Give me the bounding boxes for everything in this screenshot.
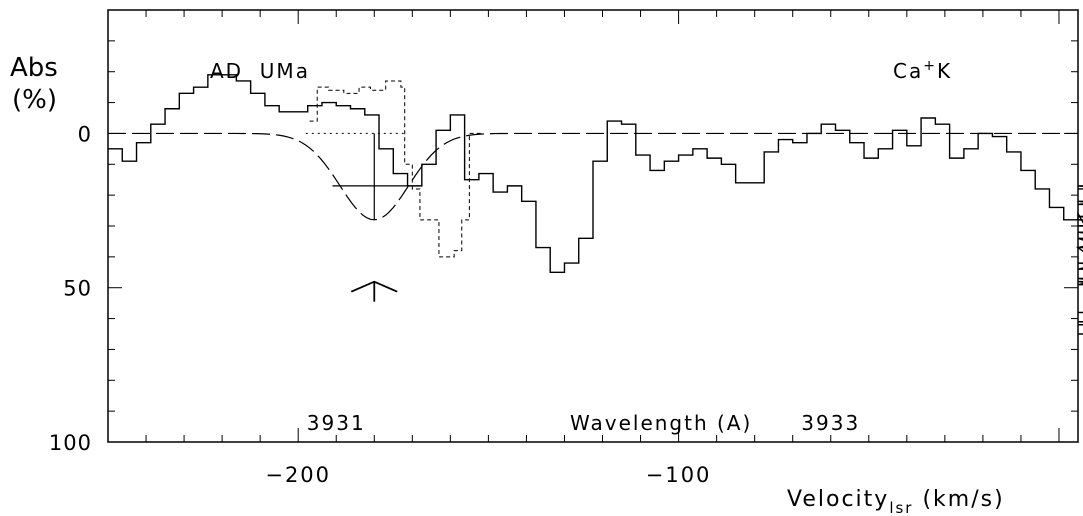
ion-label-end: K bbox=[937, 59, 952, 83]
x-axis-label: Velocitylsr (km/s) bbox=[787, 487, 1005, 516]
ion-label: Ca+K bbox=[893, 58, 952, 83]
object-label: AD UMa bbox=[210, 59, 310, 83]
ion-label-main: Ca bbox=[893, 59, 923, 83]
series-group bbox=[108, 74, 1083, 335]
axis-ticks: −200 −100 0 50 100 3931 3933 bbox=[49, 9, 1078, 487]
annotations-group bbox=[332, 133, 409, 302]
y-tick-label: 50 bbox=[63, 277, 92, 301]
y-tick-label: 0 bbox=[78, 122, 92, 146]
x-axis-label-main: Velocity bbox=[787, 487, 889, 512]
ion-label-sup: + bbox=[923, 58, 937, 74]
x-tick-label: −100 bbox=[646, 463, 712, 487]
y-tick-label: 100 bbox=[49, 431, 92, 455]
arrow-marker-head bbox=[350, 280, 398, 293]
y-axis-label-line1: Abs bbox=[10, 53, 58, 83]
gaussian-fit-curve bbox=[108, 132, 1078, 221]
wavelength-tick-label: 3933 bbox=[801, 411, 860, 435]
x-tick-label: −200 bbox=[265, 463, 331, 487]
wavelength-tick-label: 3931 bbox=[307, 411, 366, 435]
x-axis-label-sub: lsr bbox=[889, 499, 913, 516]
model-component-histogram bbox=[309, 80, 481, 258]
spectrum-histogram bbox=[108, 74, 1083, 335]
wavelength-axis-label: Wavelength (A) bbox=[570, 411, 752, 435]
y-axis-label-line2: (%) bbox=[12, 85, 57, 115]
x-axis-label-unit: (km/s) bbox=[913, 487, 1004, 512]
